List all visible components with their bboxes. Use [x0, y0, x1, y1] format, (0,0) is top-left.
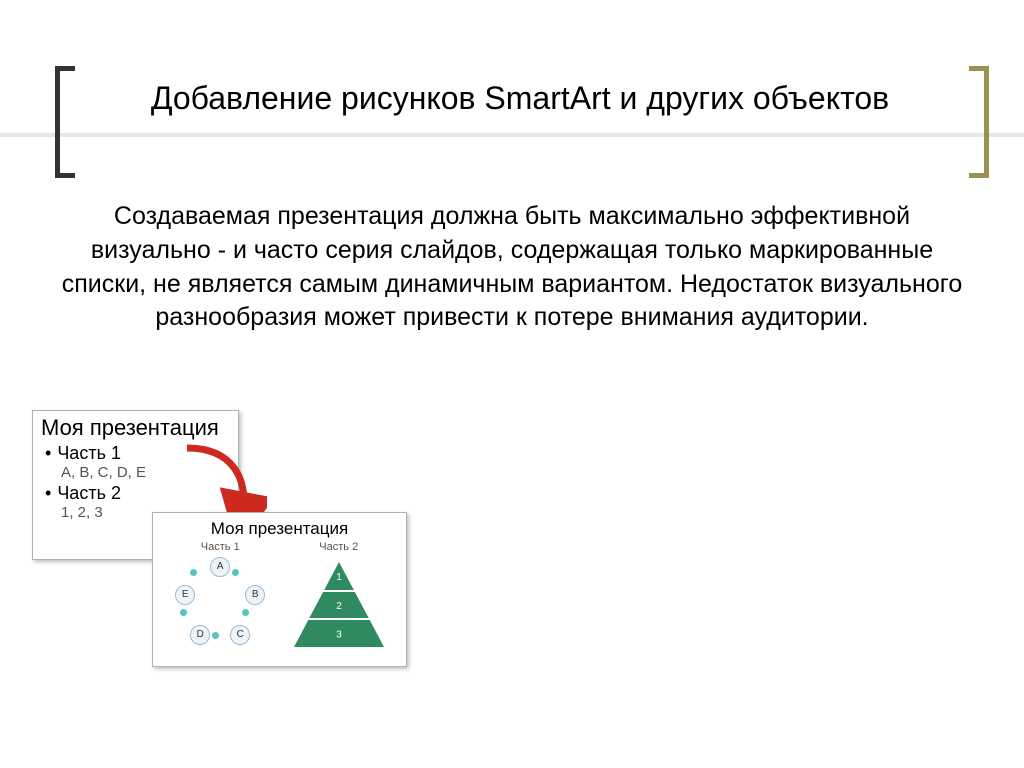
card2-title: Моя презентация: [161, 519, 398, 539]
pyramid-row-label: 1: [336, 572, 342, 583]
card1-part2: Часть 2: [45, 483, 230, 504]
card2-col2: Часть 2 1 2 3: [280, 541, 399, 652]
pyramid-row-label: 2: [336, 601, 342, 612]
cycle-node: C: [230, 625, 250, 645]
horizontal-divider: [0, 133, 1024, 137]
card2-col2-label: Часть 2: [280, 541, 399, 553]
card2-col1: Часть 1 ABCDE: [161, 541, 280, 652]
body-paragraph: Создаваемая презентация должна быть макс…: [60, 200, 964, 335]
cycle-node: E: [175, 585, 195, 605]
cycle-node: D: [190, 625, 210, 645]
pyramid-diagram: 1 2 3: [289, 557, 389, 652]
title-bracket-right: [969, 66, 989, 178]
smartart-slide-card: Моя презентация Часть 1 ABCDE Часть 2 1 2…: [152, 512, 407, 667]
card1-part1: Часть 1: [45, 443, 230, 464]
pyramid-svg: 1 2 3: [289, 557, 389, 652]
card1-part1-sub: A, B, C, D, E: [45, 464, 230, 481]
cycle-connector-dot: [190, 569, 197, 576]
cycle-connector-dot: [242, 609, 249, 616]
title-bracket-left: [55, 66, 75, 178]
cycle-diagram: ABCDE: [170, 557, 270, 652]
card1-title: Моя презентация: [41, 415, 230, 441]
smartart-illustration: Моя презентация Часть 1 A, B, C, D, E Ча…: [32, 410, 412, 670]
cycle-connector-dot: [180, 609, 187, 616]
cycle-node: B: [245, 585, 265, 605]
pyramid-row-label: 3: [336, 630, 342, 641]
card2-col1-label: Часть 1: [161, 541, 280, 553]
page-title: Добавление рисунков SmartArt и других об…: [80, 78, 960, 118]
cycle-node: A: [210, 557, 230, 577]
cycle-connector-dot: [232, 569, 239, 576]
cycle-connector-dot: [212, 632, 219, 639]
